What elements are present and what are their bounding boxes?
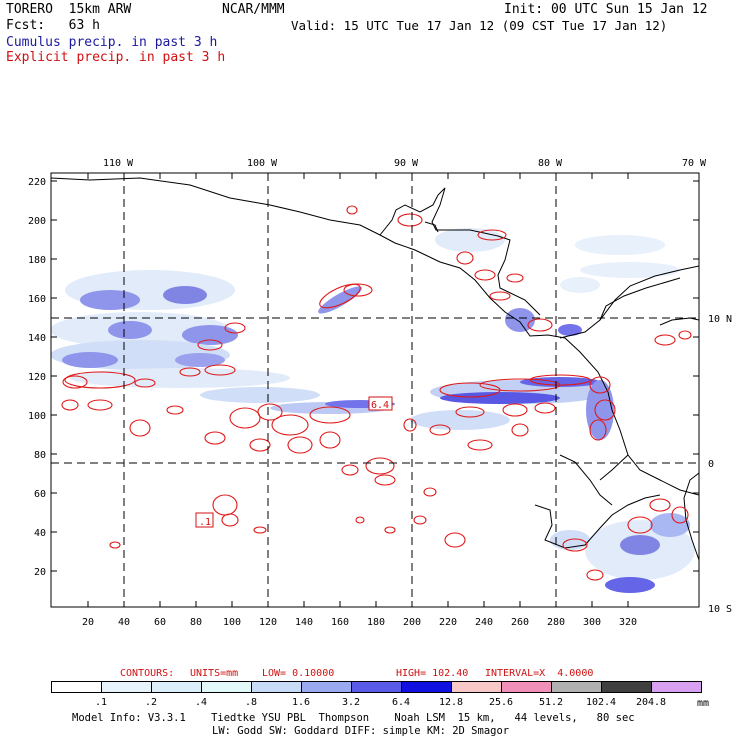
model-title: TORERO 15km ARW bbox=[6, 2, 132, 17]
longitude-label: 110 W bbox=[103, 158, 134, 169]
low-label: LOW= 0.10000 bbox=[262, 668, 335, 679]
colorbar-swatch bbox=[651, 681, 702, 693]
x-tick-label: 100 bbox=[223, 617, 241, 628]
colorbar-swatch bbox=[501, 681, 552, 693]
x-tick-label: 280 bbox=[547, 617, 565, 628]
colorbar-swatch bbox=[301, 681, 352, 693]
colorbar-label: .1 bbox=[94, 697, 108, 708]
colorbar-swatch bbox=[351, 681, 402, 693]
colorbar-label: .2 bbox=[144, 697, 158, 708]
colorbar-unit: mm bbox=[697, 698, 710, 709]
interval-label: INTERVAL=X 4.0000 bbox=[485, 668, 594, 679]
colorbar-swatch bbox=[101, 681, 152, 693]
explicit-precip-contours bbox=[61, 205, 692, 581]
y-tick-label: 60 bbox=[34, 489, 46, 500]
longitude-label: 100 W bbox=[247, 158, 278, 169]
model-info-line: Model Info: V3.3.1 Tiedtke YSU PBL Thomp… bbox=[72, 712, 635, 724]
contour-label-boxes: 6.4 .1 bbox=[195, 396, 393, 528]
x-tick-label: 120 bbox=[259, 617, 277, 628]
y-tick-label: 80 bbox=[34, 450, 46, 461]
longitude-label: 80 W bbox=[538, 158, 563, 169]
high-label: HIGH= 102.40 bbox=[396, 668, 469, 679]
colorbar-label: 3.2 bbox=[341, 697, 361, 708]
latitude-label: 10 N bbox=[708, 314, 732, 325]
y-tick-label: 140 bbox=[28, 333, 46, 344]
explicit-legend-label: Explicit precip. in past 3 h bbox=[6, 50, 226, 65]
colorbar-swatch bbox=[151, 681, 202, 693]
colorbar-swatch bbox=[551, 681, 602, 693]
colorbar-swatch bbox=[51, 681, 102, 693]
x-tick-label: 260 bbox=[511, 617, 529, 628]
latitude-label: 0 bbox=[708, 459, 714, 470]
colorbar-swatch bbox=[401, 681, 452, 693]
coastlines bbox=[51, 177, 699, 561]
longitude-label: 70 W bbox=[682, 158, 707, 169]
cumulus-legend-label: Cumulus precip. in past 3 h bbox=[6, 35, 218, 50]
y-tick-label: 200 bbox=[28, 216, 46, 227]
valid-time: Valid: 15 UTC Tue 17 Jan 12 (09 CST Tue … bbox=[291, 18, 668, 33]
colorbar-label: 25.6 bbox=[488, 697, 514, 708]
colorbar-swatch bbox=[601, 681, 652, 693]
colorbar-swatch bbox=[201, 681, 252, 693]
organization-label: NCAR/MMM bbox=[222, 2, 285, 17]
x-tick-label: 20 bbox=[82, 617, 94, 628]
cumulus-precip-shading bbox=[51, 228, 695, 593]
x-tick-label: 220 bbox=[439, 617, 457, 628]
y-tick-label: 120 bbox=[28, 372, 46, 383]
x-tick-label: 60 bbox=[154, 617, 166, 628]
x-tick-label: 240 bbox=[475, 617, 493, 628]
latitude-label: 10 S bbox=[708, 604, 732, 615]
x-tick-label: 140 bbox=[295, 617, 313, 628]
y-tick-label: 180 bbox=[28, 255, 46, 266]
y-tick-label: 160 bbox=[28, 294, 46, 305]
physics-info-line: LW: Godd SW: Goddard DIFF: simple KM: 2D… bbox=[212, 725, 510, 737]
longitude-label: 90 W bbox=[394, 158, 419, 169]
plot-frame bbox=[50, 172, 700, 608]
colorbar-label: 102.4 bbox=[585, 697, 617, 708]
colorbar-label: 1.6 bbox=[291, 697, 311, 708]
units-label: UNITS=mm bbox=[190, 668, 239, 679]
y-tick-label: 40 bbox=[34, 528, 46, 539]
x-tick-label: 160 bbox=[331, 617, 349, 628]
contour-label-low: .1 bbox=[199, 517, 211, 528]
x-tick-label: 80 bbox=[190, 617, 202, 628]
contour-label-high: 6.4 bbox=[371, 400, 389, 411]
init-time: Init: 00 UTC Sun 15 Jan 12 bbox=[504, 2, 708, 17]
colorbar-label: 12.8 bbox=[438, 697, 464, 708]
forecast-hour: Fcst: 63 h bbox=[6, 18, 100, 33]
lat-lon-grid bbox=[51, 173, 699, 607]
x-tick-label: 180 bbox=[367, 617, 385, 628]
x-tick-label: 300 bbox=[583, 617, 601, 628]
colorbar-label: .4 bbox=[194, 697, 208, 708]
colorbar-label: .8 bbox=[244, 697, 258, 708]
x-tick-label: 320 bbox=[619, 617, 637, 628]
colorbar-swatch bbox=[451, 681, 502, 693]
contours-label: CONTOURS: bbox=[120, 668, 175, 679]
colorbar-swatch bbox=[251, 681, 302, 693]
y-tick-label: 100 bbox=[28, 411, 46, 422]
x-tick-label: 200 bbox=[403, 617, 421, 628]
x-tick-label: 40 bbox=[118, 617, 130, 628]
y-tick-label: 220 bbox=[28, 177, 46, 188]
colorbar-label: 204.8 bbox=[635, 697, 667, 708]
colorbar-label: 51.2 bbox=[538, 697, 564, 708]
y-tick-label: 20 bbox=[34, 567, 46, 578]
colorbar-label: 6.4 bbox=[391, 697, 411, 708]
